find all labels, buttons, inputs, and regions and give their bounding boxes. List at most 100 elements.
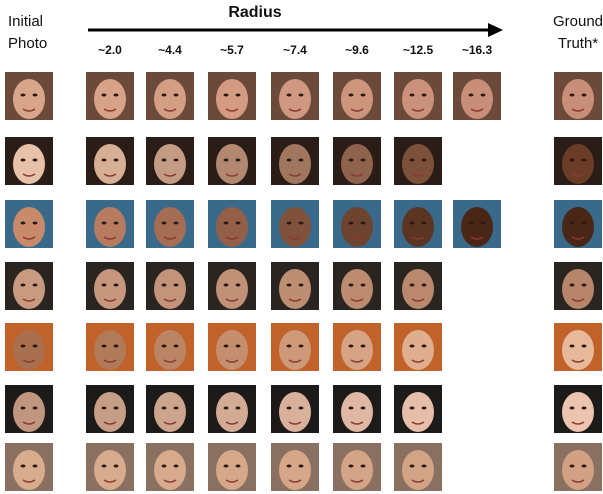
mouth [103,173,117,177]
face [402,450,434,490]
eye [173,93,179,97]
eye [223,464,229,468]
eye [569,93,575,97]
face-thumbnail [394,137,442,185]
mouth [163,359,177,363]
face [13,269,45,309]
mouth [288,298,302,302]
eye [235,283,241,287]
face-thumbnail [5,323,53,371]
mouth [22,236,36,240]
eye [286,406,292,410]
eye [161,93,167,97]
eye [286,344,292,348]
face [341,207,373,247]
eye [298,158,304,162]
eye [480,221,486,225]
face-thumbnail [86,443,134,491]
face-thumbnail [271,323,319,371]
mouth [350,479,364,483]
eye [348,283,354,287]
eye [32,221,38,225]
eye [298,344,304,348]
eye [113,283,119,287]
face-thumbnail [146,385,194,433]
face [562,207,594,247]
mouth [22,108,36,112]
face-thumbnail [146,200,194,248]
face-thumbnail [394,72,442,120]
eye [235,93,241,97]
radius-label: ~16.3 [462,43,493,57]
arrow-head [488,23,503,37]
eye [569,221,575,225]
face-thumbnail [5,385,53,433]
mouth [411,173,425,177]
face [402,144,434,184]
eye [101,93,107,97]
mouth [22,359,36,363]
mouth [225,173,239,177]
eye [298,464,304,468]
eye [113,158,119,162]
face-thumbnail [86,72,134,120]
face [94,392,126,432]
face-thumbnail [554,443,602,491]
mouth [411,479,425,483]
eye [409,406,415,410]
mouth [411,421,425,425]
eye [581,158,587,162]
face-thumbnail [554,72,602,120]
face-thumbnail [271,262,319,310]
eye [569,406,575,410]
eye [235,406,241,410]
eye [223,221,229,225]
mouth [411,108,425,112]
eye [286,93,292,97]
radius-label: ~12.5 [403,43,434,57]
mouth [571,236,585,240]
mouth [225,108,239,112]
eye [223,158,229,162]
eye [32,406,38,410]
face-thumbnail [208,385,256,433]
face [216,330,248,370]
eye [235,158,241,162]
eye [161,283,167,287]
right-header-line: Truth* [558,35,598,52]
face-thumbnail [5,262,53,310]
face [341,144,373,184]
mouth [571,421,585,425]
left-header-line: Photo [8,35,47,52]
eye [421,464,427,468]
mouth [288,173,302,177]
face-thumbnail [86,200,134,248]
eye [161,344,167,348]
eye [173,406,179,410]
face [341,269,373,309]
face [13,392,45,432]
mouth [163,173,177,177]
face-thumbnail [333,443,381,491]
mouth [571,173,585,177]
eye [161,158,167,162]
face [562,450,594,490]
mouth [350,173,364,177]
face [279,144,311,184]
face-thumbnail [146,72,194,120]
face-thumbnail [208,262,256,310]
face [562,144,594,184]
radius-label: ~7.4 [283,43,307,57]
mouth [350,108,364,112]
eye [235,221,241,225]
eye [32,93,38,97]
mouth [103,359,117,363]
face-thumbnail [86,385,134,433]
eye [569,464,575,468]
face [154,450,186,490]
eye [581,283,587,287]
face-thumbnail [554,137,602,185]
face-thumbnail [86,137,134,185]
eye [32,283,38,287]
eye [113,406,119,410]
